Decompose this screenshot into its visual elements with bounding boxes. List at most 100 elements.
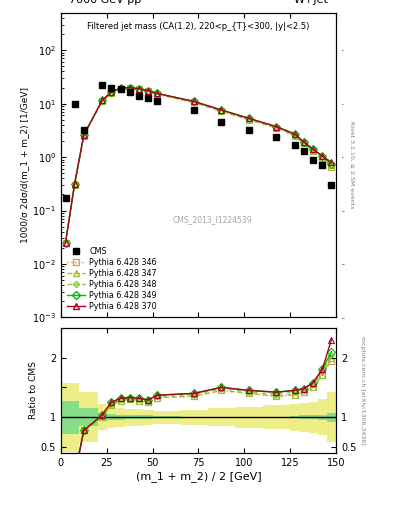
Pythia 6.428 348 bbox=[219, 108, 224, 114]
Pythia 6.428 349 bbox=[100, 97, 105, 103]
Pythia 6.428 348 bbox=[246, 116, 251, 122]
Y-axis label: Rivet 3.1.10, ≥ 2.5M events: Rivet 3.1.10, ≥ 2.5M events bbox=[349, 121, 354, 209]
Pythia 6.428 347 bbox=[63, 240, 68, 246]
Text: 7000 GeV pp: 7000 GeV pp bbox=[69, 0, 141, 5]
CMS bbox=[329, 182, 334, 188]
Pythia 6.428 349 bbox=[155, 91, 160, 97]
Pythia 6.428 347 bbox=[329, 162, 334, 168]
Line: CMS: CMS bbox=[63, 82, 334, 201]
Pythia 6.428 348 bbox=[329, 162, 334, 168]
Pythia 6.428 370 bbox=[329, 159, 334, 165]
Pythia 6.428 348 bbox=[136, 86, 141, 92]
Pythia 6.428 370 bbox=[301, 139, 306, 145]
Pythia 6.428 348 bbox=[81, 132, 86, 138]
Pythia 6.428 370 bbox=[127, 84, 132, 91]
CMS bbox=[127, 89, 132, 95]
Pythia 6.428 348 bbox=[191, 99, 196, 105]
Pythia 6.428 346 bbox=[146, 88, 151, 94]
Pythia 6.428 348 bbox=[320, 154, 325, 160]
Pythia 6.428 347 bbox=[109, 90, 114, 96]
Pythia 6.428 348 bbox=[109, 90, 114, 96]
Y-axis label: mcplots.cern.ch [arXiv:1306.3436]: mcplots.cern.ch [arXiv:1306.3436] bbox=[360, 336, 365, 445]
Pythia 6.428 349 bbox=[118, 85, 123, 91]
Pythia 6.428 370 bbox=[136, 86, 141, 92]
Pythia 6.428 347 bbox=[127, 85, 132, 91]
Pythia 6.428 349 bbox=[136, 86, 141, 92]
Line: Pythia 6.428 348: Pythia 6.428 348 bbox=[63, 86, 334, 245]
Pythia 6.428 346 bbox=[311, 148, 316, 154]
Pythia 6.428 349 bbox=[246, 115, 251, 121]
Pythia 6.428 346 bbox=[81, 133, 86, 139]
CMS bbox=[219, 119, 224, 125]
Pythia 6.428 346 bbox=[100, 98, 105, 104]
Pythia 6.428 349 bbox=[320, 153, 325, 159]
Pythia 6.428 370 bbox=[219, 107, 224, 113]
Pythia 6.428 347 bbox=[146, 88, 151, 94]
CMS bbox=[320, 162, 325, 168]
Pythia 6.428 347 bbox=[311, 148, 316, 154]
Pythia 6.428 349 bbox=[301, 139, 306, 145]
Pythia 6.428 347 bbox=[118, 86, 123, 92]
Pythia 6.428 346 bbox=[301, 140, 306, 146]
Legend: CMS, Pythia 6.428 346, Pythia 6.428 347, Pythia 6.428 348, Pythia 6.428 349, Pyt: CMS, Pythia 6.428 346, Pythia 6.428 347,… bbox=[65, 245, 159, 313]
CMS bbox=[246, 127, 251, 133]
Pythia 6.428 347 bbox=[274, 125, 279, 131]
Pythia 6.428 349 bbox=[274, 123, 279, 130]
Pythia 6.428 346 bbox=[155, 91, 160, 97]
Pythia 6.428 349 bbox=[72, 180, 77, 186]
Pythia 6.428 346 bbox=[219, 108, 224, 114]
CMS bbox=[292, 142, 297, 148]
Pythia 6.428 370 bbox=[146, 88, 151, 94]
X-axis label: (m_1 + m_2) / 2 [GeV]: (m_1 + m_2) / 2 [GeV] bbox=[136, 471, 261, 482]
CMS bbox=[109, 84, 114, 91]
Pythia 6.428 348 bbox=[274, 124, 279, 131]
Pythia 6.428 346 bbox=[63, 240, 68, 246]
CMS bbox=[81, 127, 86, 133]
Pythia 6.428 346 bbox=[127, 85, 132, 91]
Pythia 6.428 370 bbox=[81, 132, 86, 138]
CMS bbox=[136, 93, 141, 99]
Pythia 6.428 349 bbox=[219, 107, 224, 113]
Pythia 6.428 346 bbox=[246, 117, 251, 123]
Pythia 6.428 370 bbox=[100, 97, 105, 103]
Pythia 6.428 348 bbox=[127, 85, 132, 91]
Pythia 6.428 349 bbox=[311, 146, 316, 153]
Pythia 6.428 370 bbox=[155, 91, 160, 97]
Pythia 6.428 348 bbox=[301, 140, 306, 146]
Pythia 6.428 346 bbox=[109, 90, 114, 96]
Pythia 6.428 370 bbox=[274, 123, 279, 130]
Pythia 6.428 370 bbox=[109, 89, 114, 95]
CMS bbox=[63, 195, 68, 201]
Pythia 6.428 349 bbox=[292, 131, 297, 137]
Pythia 6.428 347 bbox=[191, 99, 196, 105]
Pythia 6.428 370 bbox=[72, 180, 77, 186]
CMS bbox=[311, 157, 316, 163]
Pythia 6.428 347 bbox=[219, 108, 224, 114]
Pythia 6.428 349 bbox=[63, 240, 68, 246]
CMS bbox=[274, 134, 279, 140]
Pythia 6.428 346 bbox=[191, 99, 196, 105]
Line: Pythia 6.428 370: Pythia 6.428 370 bbox=[63, 85, 334, 245]
Pythia 6.428 348 bbox=[72, 180, 77, 186]
Pythia 6.428 347 bbox=[292, 133, 297, 139]
Pythia 6.428 346 bbox=[320, 155, 325, 161]
Text: CMS_2013_I1224539: CMS_2013_I1224539 bbox=[173, 216, 252, 224]
Pythia 6.428 370 bbox=[292, 131, 297, 137]
CMS bbox=[191, 107, 196, 113]
Pythia 6.428 349 bbox=[109, 89, 114, 95]
CMS bbox=[72, 100, 77, 106]
Pythia 6.428 348 bbox=[118, 86, 123, 92]
Pythia 6.428 349 bbox=[146, 88, 151, 94]
Pythia 6.428 347 bbox=[136, 86, 141, 92]
Line: Pythia 6.428 346: Pythia 6.428 346 bbox=[63, 86, 334, 245]
Pythia 6.428 349 bbox=[127, 84, 132, 91]
Pythia 6.428 347 bbox=[72, 180, 77, 186]
Pythia 6.428 347 bbox=[155, 91, 160, 97]
Y-axis label: Ratio to CMS: Ratio to CMS bbox=[29, 361, 38, 419]
Line: Pythia 6.428 347: Pythia 6.428 347 bbox=[63, 86, 334, 245]
Pythia 6.428 349 bbox=[81, 132, 86, 138]
Pythia 6.428 347 bbox=[301, 140, 306, 146]
Pythia 6.428 347 bbox=[246, 117, 251, 123]
Pythia 6.428 370 bbox=[118, 85, 123, 91]
CMS bbox=[118, 86, 123, 92]
